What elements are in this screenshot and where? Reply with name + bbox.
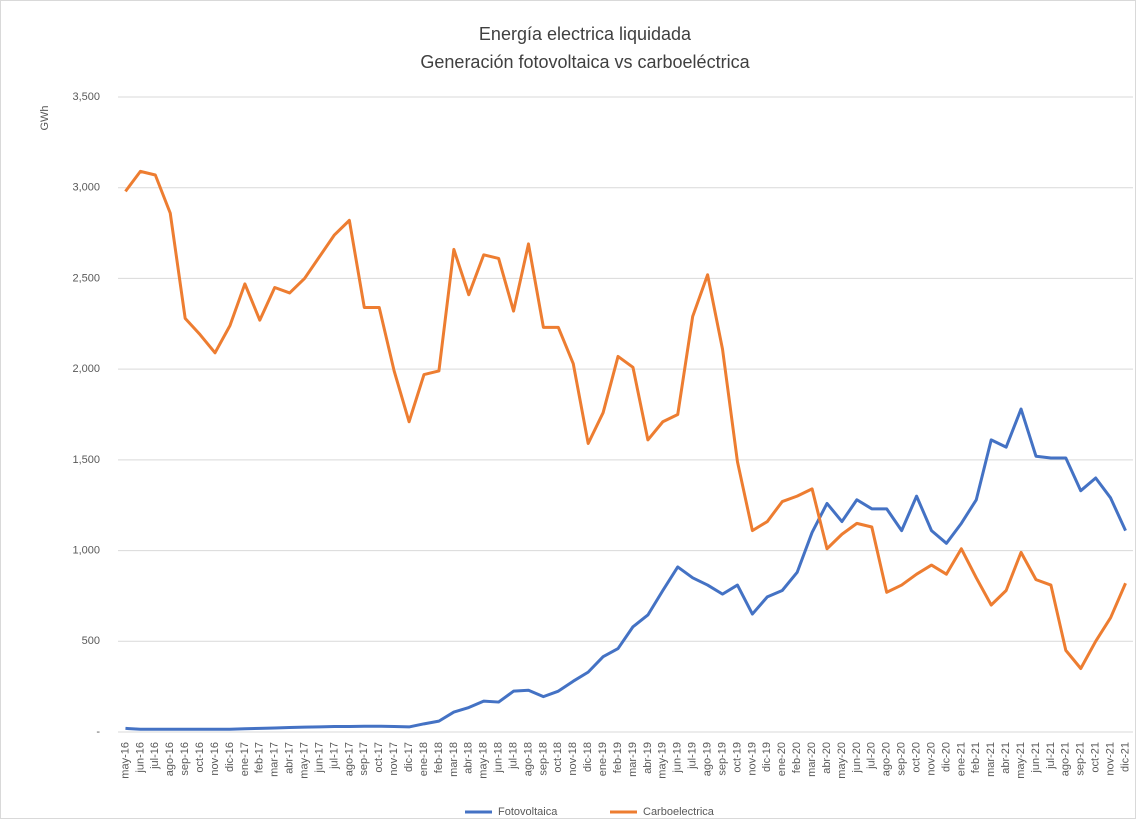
x-tick-label: jun-17 [313, 742, 325, 774]
x-tick-label: dic-20 [940, 742, 952, 772]
y-tick-label: 1,000 [72, 544, 100, 556]
x-tick-label: abr-17 [284, 742, 296, 774]
x-tick-label: may-20 [836, 742, 848, 779]
x-tick-label: nov-18 [567, 742, 579, 776]
x-tick-label: jun-19 [672, 742, 684, 774]
x-tick-label: may-17 [298, 742, 310, 779]
x-tick-label: jul-16 [149, 742, 161, 770]
legend-label: Carboelectrica [643, 806, 715, 818]
x-tick-label: mar-20 [806, 742, 818, 777]
x-tick-label: jul-19 [687, 742, 699, 770]
x-tick-label: abr-19 [642, 742, 654, 774]
x-tick-label: abr-20 [821, 742, 833, 774]
x-tick-label: dic-18 [582, 742, 594, 772]
x-tick-label: ene-18 [418, 742, 430, 776]
chart-subtitle: Generación fotovoltaica vs carboeléctric… [420, 52, 750, 72]
y-axis-label: GWh [39, 105, 51, 130]
y-tick-label: 3,500 [72, 91, 100, 103]
x-tick-label: oct-17 [373, 742, 385, 773]
x-tick-label: dic-16 [224, 742, 236, 772]
data-line [124, 169, 1127, 670]
y-tick-label: 2,000 [72, 363, 100, 375]
x-tick-label: ene-17 [239, 742, 251, 776]
y-tick-label: 1,500 [72, 454, 100, 466]
x-tick-label: sep-17 [358, 742, 370, 776]
x-tick-label: nov-19 [746, 742, 758, 776]
x-tick-label: jul-18 [507, 742, 519, 770]
x-tick-label: feb-19 [612, 742, 624, 773]
y-tick-label: 500 [82, 635, 100, 647]
x-tick-label: jul-21 [1045, 742, 1057, 770]
x-tick-label: feb-18 [433, 742, 445, 773]
x-tick-label: jun-16 [134, 742, 146, 774]
x-tick-label: oct-20 [910, 742, 922, 773]
x-tick-label: may-19 [657, 742, 669, 779]
x-tick-label: oct-18 [552, 742, 564, 773]
x-tick-label: mar-18 [448, 742, 460, 777]
x-tick-label: abr-18 [463, 742, 475, 774]
x-tick-label: ene-19 [597, 742, 609, 776]
legend-label: Fotovoltaica [498, 806, 558, 818]
x-tick-label: ago-20 [881, 742, 893, 776]
x-tick-label: ago-18 [522, 742, 534, 776]
x-tick-label: nov-20 [925, 742, 937, 776]
x-tick-label: dic-21 [1119, 742, 1131, 772]
x-tick-label: ene-21 [955, 742, 967, 776]
x-tick-label: jun-20 [851, 742, 863, 774]
x-tick-label: may-18 [478, 742, 490, 779]
x-tick-label: ene-20 [776, 742, 788, 776]
x-tick-label: feb-20 [791, 742, 803, 773]
y-tick-label: 3,000 [72, 182, 100, 194]
x-tick-label: ago-16 [164, 742, 176, 776]
x-tick-label: may-16 [119, 742, 131, 779]
x-tick-label: mar-19 [627, 742, 639, 777]
x-tick-label: sep-21 [1075, 742, 1087, 776]
x-tick-label: may-21 [1015, 742, 1027, 779]
x-tick-label: ago-21 [1060, 742, 1072, 776]
data-line [125, 407, 1127, 731]
x-tick-label: nov-17 [388, 742, 400, 776]
x-tick-label: ago-19 [702, 742, 714, 776]
y-tick-label: - [96, 726, 100, 738]
x-tick-label: mar-21 [985, 742, 997, 777]
x-tick-label: sep-16 [179, 742, 191, 776]
x-tick-label: oct-16 [194, 742, 206, 773]
x-tick-label: mar-17 [269, 742, 281, 777]
x-tick-label: nov-21 [1105, 742, 1117, 776]
x-tick-label: oct-21 [1090, 742, 1102, 773]
x-tick-label: sep-19 [716, 742, 728, 776]
x-tick-label: oct-19 [731, 742, 743, 773]
y-tick-label: 2,500 [72, 272, 100, 284]
x-tick-label: ago-17 [343, 742, 355, 776]
x-tick-label: jul-17 [328, 742, 340, 770]
x-tick-label: dic-19 [761, 742, 773, 772]
x-tick-label: sep-18 [537, 742, 549, 776]
x-tick-label: dic-17 [403, 742, 415, 772]
chart-title: Energía electrica liquidada [479, 24, 692, 44]
x-tick-label: jun-18 [493, 742, 505, 774]
x-tick-label: jul-20 [866, 742, 878, 770]
x-tick-label: feb-21 [970, 742, 982, 773]
x-tick-label: nov-16 [209, 742, 221, 776]
x-tick-label: abr-21 [1000, 742, 1012, 774]
x-tick-label: sep-20 [896, 742, 908, 776]
x-tick-label: feb-17 [254, 742, 266, 773]
x-tick-label: jun-21 [1030, 742, 1042, 774]
